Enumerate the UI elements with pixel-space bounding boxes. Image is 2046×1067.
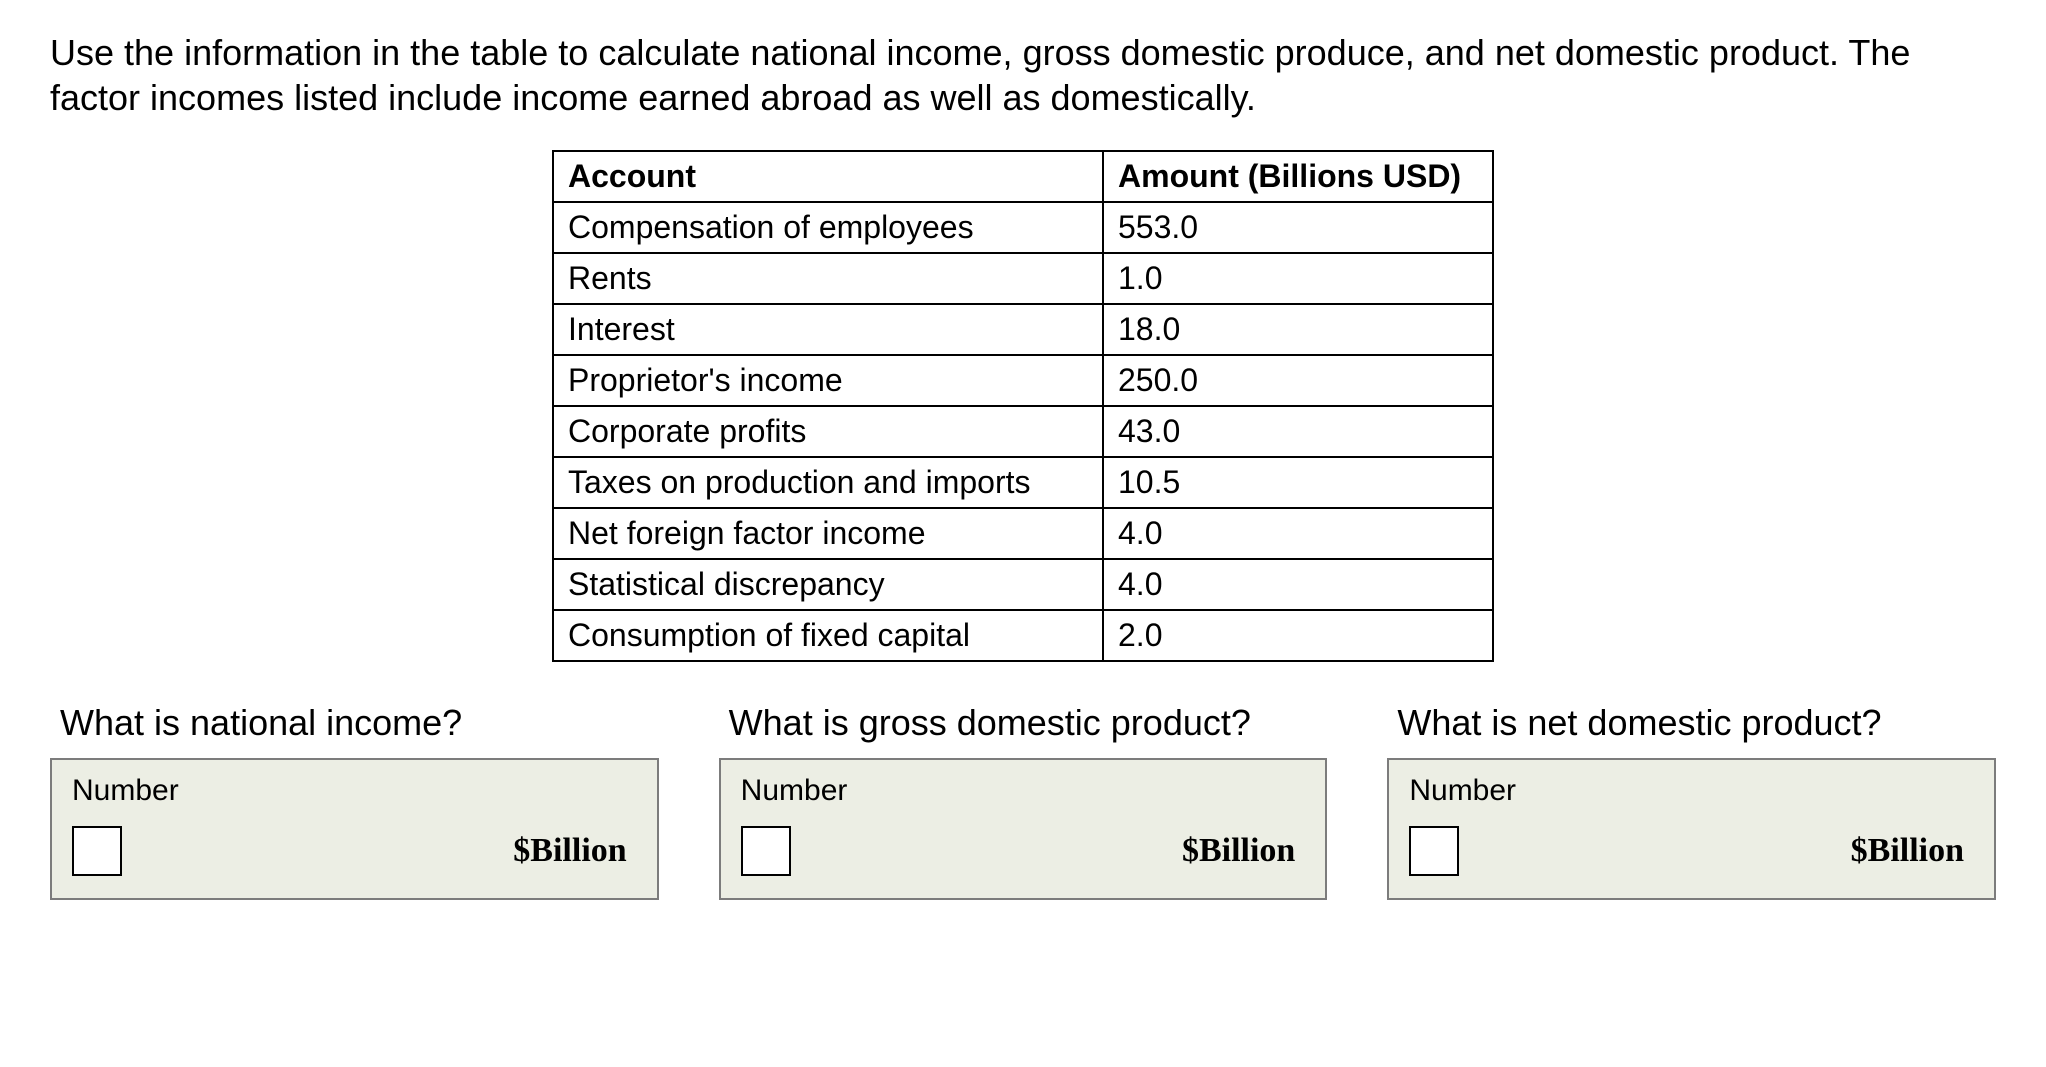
table-header-account: Account: [553, 151, 1103, 202]
question-prompt: Use the information in the table to calc…: [50, 30, 1950, 120]
cell-amount: 4.0: [1103, 559, 1493, 610]
cell-account: Proprietor's income: [553, 355, 1103, 406]
answer-input-row: $Billion: [72, 826, 637, 876]
question-gdp: What is gross domestic product? Number $…: [719, 702, 1328, 900]
answer-box: Number $Billion: [1387, 758, 1996, 900]
question-national-income: What is national income? Number $Billion: [50, 702, 659, 900]
gdp-input[interactable]: [741, 826, 791, 876]
table-row: Net foreign factor income 4.0: [553, 508, 1493, 559]
answer-unit: $Billion: [1851, 832, 1964, 870]
cell-amount: 1.0: [1103, 253, 1493, 304]
questions-row: What is national income? Number $Billion…: [50, 702, 1996, 900]
answer-label: Number: [741, 774, 1306, 808]
cell-account: Taxes on production and imports: [553, 457, 1103, 508]
table-row: Rents 1.0: [553, 253, 1493, 304]
answer-box: Number $Billion: [719, 758, 1328, 900]
cell-amount: 43.0: [1103, 406, 1493, 457]
cell-account: Net foreign factor income: [553, 508, 1103, 559]
cell-account: Corporate profits: [553, 406, 1103, 457]
accounts-table: Account Amount (Billions USD) Compensati…: [552, 150, 1494, 662]
cell-amount: 10.5: [1103, 457, 1493, 508]
answer-input-row: $Billion: [1409, 826, 1974, 876]
answer-box: Number $Billion: [50, 758, 659, 900]
cell-account: Compensation of employees: [553, 202, 1103, 253]
cell-account: Consumption of fixed capital: [553, 610, 1103, 661]
question-ndp: What is net domestic product? Number $Bi…: [1387, 702, 1996, 900]
table-row: Consumption of fixed capital 2.0: [553, 610, 1493, 661]
table-header-amount: Amount (Billions USD): [1103, 151, 1493, 202]
question-title: What is national income?: [50, 702, 659, 744]
cell-amount: 2.0: [1103, 610, 1493, 661]
answer-label: Number: [1409, 774, 1974, 808]
national-income-input[interactable]: [72, 826, 122, 876]
answer-unit: $Billion: [513, 832, 626, 870]
ndp-input[interactable]: [1409, 826, 1459, 876]
cell-account: Statistical discrepancy: [553, 559, 1103, 610]
table-row: Taxes on production and imports 10.5: [553, 457, 1493, 508]
cell-amount: 4.0: [1103, 508, 1493, 559]
table-row: Compensation of employees 553.0: [553, 202, 1493, 253]
table-row: Statistical discrepancy 4.0: [553, 559, 1493, 610]
cell-account: Rents: [553, 253, 1103, 304]
question-title: What is gross domestic product?: [719, 702, 1328, 744]
cell-account: Interest: [553, 304, 1103, 355]
table-row: Corporate profits 43.0: [553, 406, 1493, 457]
cell-amount: 553.0: [1103, 202, 1493, 253]
cell-amount: 250.0: [1103, 355, 1493, 406]
table-header-row: Account Amount (Billions USD): [553, 151, 1493, 202]
table-row: Proprietor's income 250.0: [553, 355, 1493, 406]
answer-label: Number: [72, 774, 637, 808]
answer-input-row: $Billion: [741, 826, 1306, 876]
table-row: Interest 18.0: [553, 304, 1493, 355]
cell-amount: 18.0: [1103, 304, 1493, 355]
question-title: What is net domestic product?: [1387, 702, 1996, 744]
answer-unit: $Billion: [1182, 832, 1295, 870]
